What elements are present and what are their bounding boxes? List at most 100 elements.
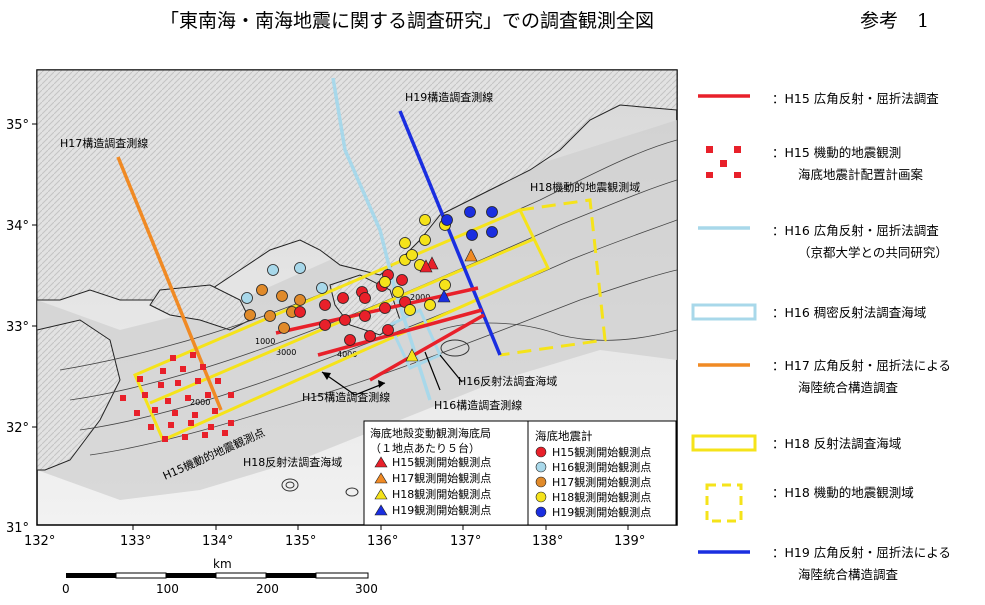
observation-point-square bbox=[222, 430, 228, 436]
lon-label: 132° bbox=[24, 534, 55, 549]
lon-label: 139° bbox=[614, 534, 645, 549]
h19-line-label: H19構造調査測線 bbox=[405, 90, 493, 104]
contour-label: 2000 bbox=[190, 398, 210, 407]
legend-box-lightblue bbox=[691, 303, 757, 321]
seismometer-marker bbox=[359, 310, 371, 322]
observation-point-square bbox=[190, 352, 196, 358]
geodetic-legend-label: H18観測開始観測点 bbox=[392, 487, 491, 501]
observation-point-square bbox=[205, 392, 211, 398]
seismometer-marker bbox=[441, 214, 453, 226]
h16-line-label: H16構造調査測線 bbox=[434, 398, 522, 412]
seamount-contours bbox=[281, 339, 470, 497]
legend-label-sub: （京都大学との共同研究） bbox=[798, 245, 948, 260]
seismometer-legend-box: 海底地震計 H15観測開始観測点H16観測開始観測点H17観測開始観測点H18観… bbox=[527, 420, 677, 526]
geodetic-station-h15 bbox=[419, 259, 433, 273]
scale-tick: 100 bbox=[156, 582, 179, 596]
h15-survey-line bbox=[317, 308, 483, 357]
lat-label: 35° bbox=[6, 118, 29, 133]
lat-label: 32° bbox=[6, 421, 29, 436]
reference-label: 参考 1 bbox=[860, 10, 930, 32]
legend-item-h15: ：H15 広角反射・屈折法調査 bbox=[690, 88, 980, 124]
legend-label-sub: 海陸統合構造調査 bbox=[798, 567, 899, 582]
legend-item-h18: ：H18 反射法調査海域 bbox=[690, 433, 980, 469]
seismometer-legend-label: H19観測開始観測点 bbox=[552, 505, 651, 519]
seismometer-marker bbox=[379, 276, 391, 288]
map-body: 1000 2000 3000 4000 2000 bbox=[37, 70, 677, 500]
legend-line-lightblue bbox=[698, 226, 750, 230]
observation-point-square bbox=[158, 382, 164, 388]
observation-point-square bbox=[188, 420, 194, 426]
kyushu-landmass bbox=[37, 319, 121, 471]
seismometer-marker bbox=[396, 274, 408, 286]
h18-reflection-area bbox=[133, 208, 551, 442]
geodetic-legend-title: 海底地殻変動観測海底局 bbox=[370, 426, 491, 440]
scale-bar: km 0 100 200 300 bbox=[62, 557, 378, 596]
legend-line-red bbox=[698, 94, 750, 98]
h17-line-label: H17構造調査測線 bbox=[60, 136, 148, 150]
legend-item-h16: ：H16 広角反射・屈折法調査 （京都大学との共同研究） bbox=[690, 220, 980, 260]
seismometer-marker bbox=[419, 214, 431, 226]
ocean-bottom-seismometers bbox=[241, 206, 498, 346]
seismometer-marker bbox=[439, 279, 451, 291]
seismometer-marker bbox=[359, 292, 371, 304]
h18-area-label: H18機動的地震観測域 bbox=[530, 180, 640, 194]
seismometer-marker bbox=[399, 237, 411, 249]
lon-label: 134° bbox=[202, 534, 233, 549]
geodetic-legend-marker bbox=[374, 504, 388, 516]
legend-label: ：H17 広角反射・屈折法による bbox=[772, 358, 951, 373]
legend-line-orange bbox=[698, 363, 750, 367]
lat-label: 34° bbox=[6, 219, 29, 234]
seismometer-marker bbox=[406, 249, 418, 261]
h15-line-label: H15構造調査測線 bbox=[302, 390, 390, 404]
scale-tick: 0 bbox=[62, 582, 70, 596]
scale-unit: km bbox=[213, 557, 232, 571]
observation-point-square bbox=[228, 420, 234, 426]
observation-point-square bbox=[175, 380, 181, 386]
seismometer-legend-marker bbox=[535, 491, 547, 503]
seismometer-marker bbox=[278, 322, 290, 334]
geodetic-legend-label: H15観測開始観測点 bbox=[392, 455, 491, 469]
seismometer-legend-marker bbox=[535, 461, 547, 473]
geodetic-legend-marker bbox=[374, 488, 388, 500]
observation-point-square bbox=[195, 378, 201, 384]
seismometer-marker bbox=[392, 286, 404, 298]
observation-point-square bbox=[120, 395, 126, 401]
seismometer-marker bbox=[486, 206, 498, 218]
seismometer-marker bbox=[264, 310, 276, 322]
seismometer-marker bbox=[486, 226, 498, 238]
observation-point-square bbox=[172, 410, 178, 416]
seismometer-marker bbox=[316, 282, 328, 294]
observation-point-square bbox=[148, 424, 154, 430]
geodetic-legend-box: 海底地殻変動観測海底局 （１地点あたり５台） H15観測開始観測点 H17観測開始… bbox=[363, 420, 529, 526]
lat-label: 33° bbox=[6, 320, 29, 335]
lat-label: 31° bbox=[6, 521, 29, 536]
observation-point-square bbox=[142, 392, 148, 398]
seismometer-legend-marker bbox=[535, 506, 547, 518]
page-title: 「東南海・南海地震に関する調査研究」での調査観測全図 bbox=[160, 10, 655, 32]
legend-label: ：H15 広角反射・屈折法調査 bbox=[772, 91, 939, 106]
seismometer-marker bbox=[466, 229, 478, 241]
legend-label: ：H15 機動的地震観測 bbox=[772, 145, 902, 160]
h18-reflection-label: H18反射法調査海域 bbox=[243, 455, 342, 469]
observation-point-square bbox=[192, 412, 198, 418]
legend-item-h16-box: ：H16 稠密反射法調査海域 bbox=[690, 302, 980, 338]
legend-label: ：H16 稠密反射法調査海域 bbox=[772, 305, 927, 320]
legend-box-yellow bbox=[691, 434, 757, 452]
observation-point-square bbox=[165, 398, 171, 404]
geodetic-station-h17 bbox=[464, 248, 478, 262]
lon-label: 136° bbox=[367, 534, 398, 549]
seismometer-marker bbox=[464, 206, 476, 218]
seismometer-legend-label: H17観測開始観測点 bbox=[552, 475, 651, 489]
seismometer-legend-title: 海底地震計 bbox=[535, 429, 593, 443]
seismometer-legend-marker bbox=[535, 446, 547, 458]
observation-point-square bbox=[168, 422, 174, 428]
lon-label: 135° bbox=[285, 534, 316, 549]
legend-label: ：H18 反射法調査海域 bbox=[772, 436, 902, 451]
seismometer-marker bbox=[256, 284, 268, 296]
legend-label-sub: 海陸統合構造調査 bbox=[798, 380, 899, 395]
observation-point-square bbox=[152, 407, 158, 413]
seismometer-marker bbox=[424, 299, 436, 311]
scale-tick: 300 bbox=[355, 582, 378, 596]
geodetic-legend-label: H17観測開始観測点 bbox=[392, 471, 491, 485]
